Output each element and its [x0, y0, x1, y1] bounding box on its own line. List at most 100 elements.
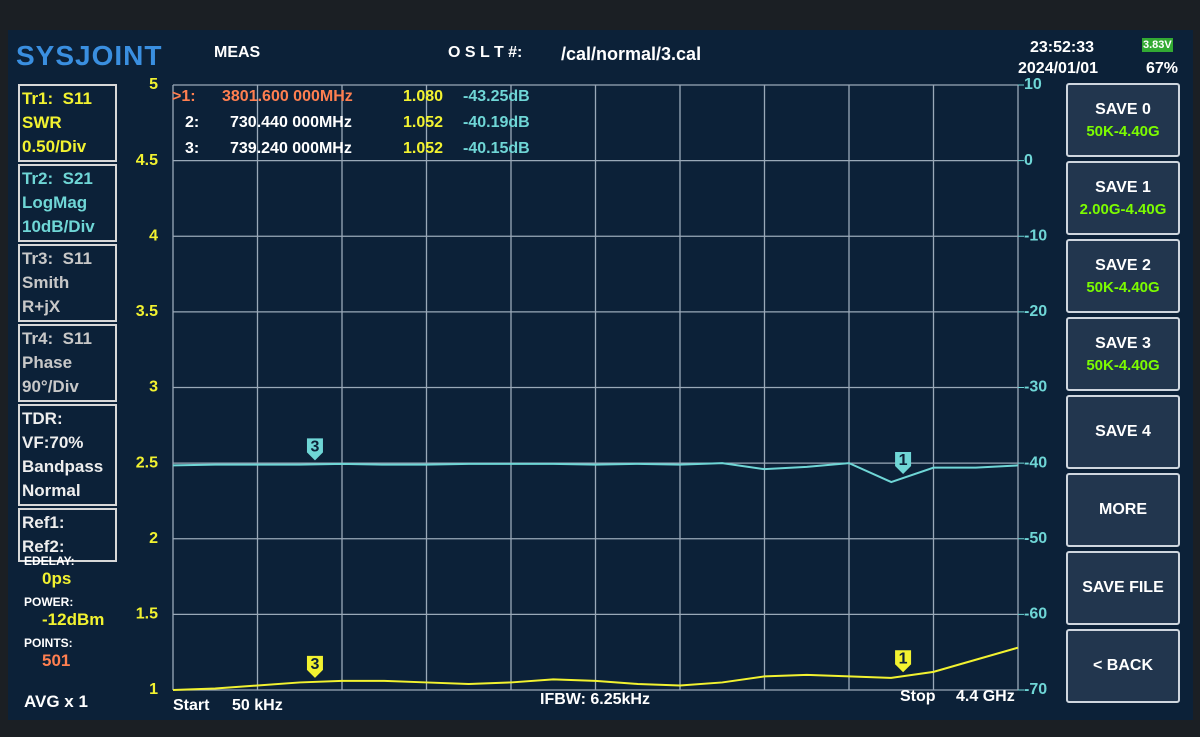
trace-line: Normal — [22, 481, 81, 500]
trace-line: Ref1: — [22, 513, 65, 532]
y-tick-label: 1 — [149, 681, 158, 698]
marker-gain: -40.19dB — [463, 114, 530, 131]
menu[interactable]: MEAS — [214, 44, 261, 61]
marker-flag-label: 3 — [311, 439, 320, 456]
trace-line: Tr3: S11 — [22, 249, 92, 268]
y2-tick-label: 0 — [1024, 152, 1033, 169]
button-label[interactable]: SAVE 0 — [1095, 100, 1151, 118]
trace-line: TDR: — [22, 409, 63, 428]
y2-tick-label: -70 — [1024, 681, 1047, 698]
y-tick-label: 4 — [149, 227, 158, 244]
marker-swr: 1.080 — [403, 88, 444, 105]
button-label[interactable]: MORE — [1099, 501, 1147, 518]
trace-box[interactable]: Tr1: S11 SWR 0.50/Div — [18, 84, 117, 162]
battery-voltage: 3.83V — [1142, 38, 1173, 52]
ifbw: IFBW: 6.25kHz — [540, 691, 650, 708]
button[interactable]: SAVE 4 — [1066, 395, 1180, 469]
marker-flag-label: 1 — [899, 452, 908, 469]
trace-line: SWR — [22, 113, 62, 132]
marker-flag — [895, 650, 912, 673]
trace-box[interactable]: TDR: VF:70% Bandpass Normal — [18, 404, 117, 506]
y-tick-label: 3 — [149, 379, 158, 396]
button-label[interactable]: < BACK — [1092, 657, 1153, 674]
button[interactable]: SAVE FILE — [1066, 551, 1180, 625]
button[interactable]: MORE — [1066, 473, 1180, 547]
trace-line: 90°/Div — [22, 377, 79, 396]
stop-label: Stop — [900, 688, 936, 705]
status-value: -12dBm — [42, 610, 105, 629]
button-label[interactable]: SAVE FILE — [1082, 579, 1164, 596]
trace-line: Tr4: S11 — [22, 329, 92, 348]
trace-line: Phase — [22, 353, 73, 372]
marker-frequency: 3801.600 000MHz — [222, 88, 353, 105]
button-range[interactable]: 2.00G-4.40G — [1079, 200, 1167, 218]
trace-line: Smith — [22, 273, 70, 292]
status-label: EDELAY: — [24, 554, 75, 568]
trace-line: 0.50/Div — [22, 137, 87, 156]
trace-line: VF:70% — [22, 433, 84, 452]
marker-gain: -43.25dB — [463, 88, 530, 105]
y2-tick-label: 10 — [1024, 76, 1042, 93]
cal-file: /cal/normal/3.cal — [561, 44, 702, 64]
marker-swr: 1.052 — [403, 114, 444, 131]
status-label: POINTS: — [24, 636, 73, 650]
marker-flag — [306, 655, 323, 678]
status-value: 501 — [42, 651, 71, 670]
cal-label: O S L T #: — [448, 44, 523, 61]
button[interactable]: SAVE 3 50K-4.40G — [1066, 317, 1180, 391]
button-label[interactable]: SAVE 3 — [1095, 334, 1151, 352]
y2-tick-label: -40 — [1024, 454, 1047, 471]
y2-tick-label: -30 — [1024, 379, 1047, 396]
stop: 4.4 GHz — [956, 688, 1015, 705]
status-value: 0ps — [42, 569, 72, 588]
start: 50 kHz — [232, 697, 283, 714]
trace-line: 10dB/Div — [22, 217, 95, 236]
marker-flag — [306, 438, 323, 461]
trace-line: Ref2: — [22, 537, 65, 556]
battery-percent: 67% — [1146, 60, 1179, 77]
marker-swr: 1.052 — [403, 140, 444, 157]
status-label: POWER: — [24, 595, 74, 609]
marker-flag-label: 3 — [311, 656, 320, 673]
button-range[interactable]: 50K-4.40G — [1086, 356, 1160, 374]
trace-box[interactable]: Tr4: S11 Phase 90°/Div — [18, 324, 117, 402]
button[interactable]: SAVE 2 50K-4.40G — [1066, 239, 1180, 313]
button[interactable]: SAVE 0 50K-4.40G — [1066, 83, 1180, 157]
y-tick-label: 4.5 — [136, 152, 158, 169]
trace-box[interactable]: Tr2: S21 LogMag 10dB/Div — [18, 164, 117, 242]
trace — [172, 462, 1019, 484]
marker-id: 3: — [185, 140, 200, 157]
trace — [172, 646, 1019, 691]
y-tick-label: 5 — [149, 76, 158, 93]
button-range[interactable]: 50K-4.40G — [1086, 278, 1160, 296]
button-range[interactable]: 50K-4.40G — [1086, 122, 1160, 140]
y2-tick-label: -20 — [1024, 303, 1047, 320]
marker-flag-label: 1 — [899, 650, 908, 667]
trace-box[interactable]: Tr3: S11 Smith R+jX — [18, 244, 117, 322]
y-tick-label: 2.5 — [136, 454, 158, 471]
marker-gain: -40.15dB — [463, 140, 530, 157]
y2-tick-label: -10 — [1024, 227, 1047, 244]
button-label[interactable]: SAVE 1 — [1095, 178, 1151, 196]
screen: SYSJOINT MEAS O S L T #: /cal/normal/3.c… — [8, 30, 1193, 720]
time: 23:52:33 — [1030, 39, 1095, 56]
y-tick-label: 2 — [149, 530, 158, 547]
trace-line: LogMag — [22, 193, 88, 212]
marker-id: >1: — [172, 88, 196, 105]
start-label: Start — [173, 697, 210, 714]
date: 2024/01/01 — [1018, 60, 1099, 77]
button[interactable]: < BACK — [1066, 629, 1180, 703]
trace-line: Tr1: S11 — [22, 89, 92, 108]
trace-box[interactable]: Ref1: Ref2: — [18, 508, 117, 562]
y-tick-label: 1.5 — [136, 606, 158, 623]
button[interactable]: SAVE 1 2.00G-4.40G — [1066, 161, 1180, 235]
marker-id: 2: — [185, 114, 200, 131]
button-label[interactable]: SAVE 2 — [1095, 256, 1151, 274]
button-label[interactable]: SAVE 4 — [1095, 423, 1151, 440]
y2-tick-label: -50 — [1024, 530, 1047, 547]
marker-frequency: 739.240 000MHz — [230, 140, 352, 157]
y2-tick-label: -60 — [1024, 606, 1047, 623]
trace-panel: Tr1: S11 SWR 0.50/Div Tr2: S21 LogMag 10dB/Di… — [18, 84, 117, 564]
trace-line: Tr2: S21 — [22, 169, 93, 188]
